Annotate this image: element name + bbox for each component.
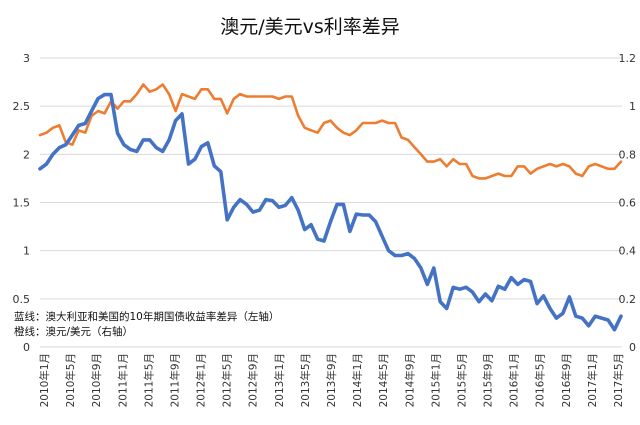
x-tick-label: 2016年1月 (508, 353, 521, 407)
series-line-yield-spread (38, 92, 623, 332)
x-tick-label: 2012年5月 (221, 353, 234, 407)
left-tick-label: 1 (23, 245, 30, 258)
legend-entry-orange: 橙线：澳元/美元（右轴） (14, 325, 133, 338)
right-tick-label: 0 (629, 341, 636, 354)
chart-title: 澳元/美元vs利率差异 (220, 16, 400, 38)
legend-entry-blue: 蓝线：澳大利亚和美国的10年期国债收益率差异（左轴） (14, 310, 279, 323)
right-tick-label: 0.4 (619, 245, 637, 258)
x-tick-label: 2014年9月 (403, 353, 416, 407)
x-tick-label: 2011年1月 (116, 353, 129, 407)
x-tick-label: 2015年9月 (482, 353, 495, 407)
x-tick-label: 2013年9月 (325, 353, 338, 407)
x-tick-label: 2012年9月 (247, 353, 260, 407)
left-tick-label: 2 (23, 148, 30, 161)
x-tick-label: 2016年9月 (560, 353, 573, 407)
right-tick-label: 0.2 (619, 293, 637, 306)
right-axis-ticks: 0 0.2 0.4 0.6 0.8 1 1.2 (619, 52, 637, 354)
left-tick-label: 2.5 (13, 100, 31, 113)
x-tick-label: 2011年9月 (168, 353, 181, 407)
left-tick-label: 1.5 (13, 197, 31, 210)
x-tick-label: 2013年5月 (299, 353, 312, 407)
right-tick-label: 1 (629, 100, 636, 113)
x-tick-label: 2013年1月 (273, 353, 286, 407)
x-tick-label: 2012年1月 (195, 353, 208, 407)
x-tick-label: 2017年1月 (586, 353, 599, 407)
x-tick-label: 2014年1月 (351, 353, 364, 407)
series-line-audusd (38, 83, 623, 180)
x-axis-ticks: 2010年1月 2010年5月 2010年9月 2011年1月 2011年5月 2011年… (38, 353, 625, 407)
left-tick-label: 3 (23, 52, 30, 65)
x-tick-label: 2017年5月 (612, 353, 625, 407)
x-tick-label: 2016年5月 (534, 353, 547, 407)
left-tick-label: 0 (23, 341, 30, 354)
legend: 蓝线：澳大利亚和美国的10年期国债收益率差异（左轴） 橙线：澳元/美元（右轴） (14, 310, 279, 338)
gridlines (40, 57, 622, 348)
left-tick-label: 0.5 (13, 293, 31, 306)
x-tick-label: 2015年5月 (455, 353, 468, 407)
left-axis-ticks: 0 0.5 1 1.5 2 2.5 3 (13, 52, 31, 354)
x-tick-label: 2014年5月 (377, 353, 390, 407)
right-tick-label: 0.8 (619, 148, 637, 161)
x-tick-label: 2010年1月 (38, 353, 51, 407)
x-tick-label: 2015年1月 (429, 353, 442, 407)
x-tick-label: 2010年5月 (64, 353, 77, 407)
x-tick-label: 2011年5月 (142, 353, 155, 407)
series-layer (38, 83, 623, 332)
right-tick-label: 1.2 (619, 52, 637, 65)
x-tick-label: 2010年9月 (90, 353, 103, 407)
right-tick-label: 0.6 (619, 197, 637, 210)
